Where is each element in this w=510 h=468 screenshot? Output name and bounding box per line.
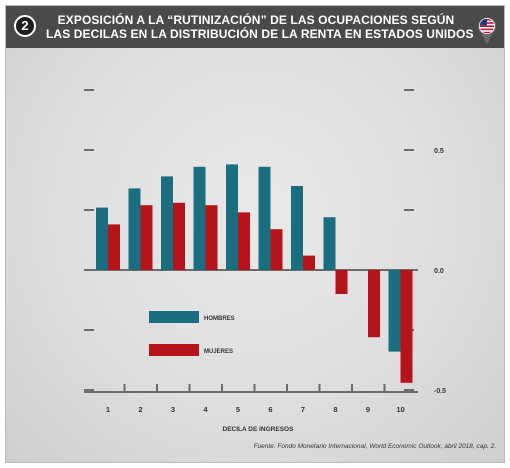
title-line-2: LAS DECILAS EN LA DISTRIBUCIÓN DE LA REN… [46, 27, 474, 41]
source-note: Fuente: Fondo Monetario Internacional, W… [253, 443, 496, 450]
title-bar: 2 EXPOSICIÓN A LA “RUTINIZACIÓN” DE LAS … [6, 6, 504, 48]
x-axis-label: DECILA DE INGRESOS [223, 426, 295, 433]
bar-hombres-5 [226, 164, 238, 270]
x-tick-label: 5 [236, 405, 240, 414]
bar-hombres-1 [96, 207, 108, 270]
legend-swatch-hombres [149, 311, 199, 323]
title-line-1: EXPOSICIÓN A LA “RUTINIZACIÓN” DE LAS OC… [57, 13, 455, 27]
bar-hombres-10 [388, 270, 401, 352]
x-tick-label: 4 [203, 405, 208, 414]
x-tick-label: 6 [268, 405, 272, 414]
bar-mujeres-8 [335, 270, 348, 294]
bar-hombres-6 [258, 166, 271, 270]
x-tick-label: 10 [396, 405, 404, 414]
figure-number-badge: 2 [14, 15, 36, 37]
infographic-frame: 2 EXPOSICIÓN A LA “RUTINIZACIÓN” DE LAS … [5, 5, 505, 463]
y-tick-label: 0.0 [434, 268, 444, 275]
bar-mujeres-2 [140, 205, 153, 270]
axes-group [84, 89, 418, 393]
legend-swatch-mujeres [149, 344, 199, 356]
x-tick-label: 1 [106, 405, 110, 414]
us-flag-pin-icon [478, 17, 496, 45]
tick-labels-group: 0.5 0.0 -0.5 1 2 3 4 5 6 7 8 9 10 [106, 148, 446, 414]
bar-mujeres-9 [368, 270, 380, 338]
bar-mujeres-5 [238, 212, 250, 270]
chart-title: EXPOSICIÓN A LA “RUTINIZACIÓN” DE LAS OC… [46, 13, 474, 41]
x-tick-label: 2 [138, 405, 142, 414]
bar-mujeres-1 [108, 224, 120, 270]
y-tick-label: -0.5 [434, 388, 446, 395]
x-tick-label: 7 [301, 405, 305, 414]
bar-hombres-4 [193, 166, 206, 270]
x-tick-label: 3 [171, 405, 175, 414]
legend: HOMBRES MUJERES [149, 311, 235, 356]
x-tick-label: 9 [366, 405, 370, 414]
bar-mujeres-6 [270, 229, 283, 270]
x-tick-label: 8 [333, 405, 337, 414]
bar-mujeres-4 [205, 205, 218, 270]
bar-hombres-7 [291, 186, 303, 270]
bar-hombres-8 [323, 217, 336, 270]
bar-mujeres-3 [173, 202, 185, 270]
bar-mujeres-7 [303, 255, 315, 270]
bar-hombres-2 [128, 188, 141, 270]
bar-chart: 0.5 0.0 -0.5 1 2 3 4 5 6 7 8 9 10 HOMBRES MUJERES DE… [84, 89, 446, 433]
bar-hombres-3 [161, 176, 173, 270]
y-tick-label: 0.5 [434, 148, 444, 155]
bar-mujeres-10 [400, 270, 413, 383]
bars-group [96, 164, 413, 383]
legend-label-hombres: HOMBRES [204, 316, 235, 322]
legend-label-mujeres: MUJERES [204, 349, 233, 355]
